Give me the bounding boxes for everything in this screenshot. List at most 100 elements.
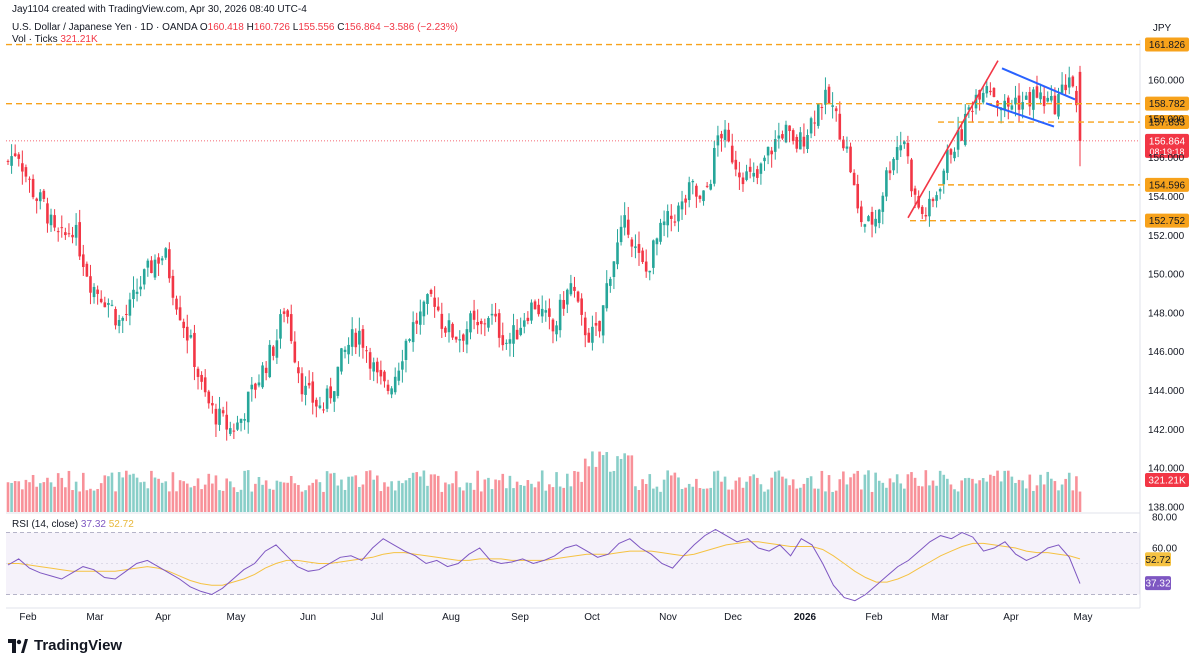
candle-body — [1071, 76, 1075, 87]
candle-body — [591, 326, 594, 343]
symbol-name[interactable]: U.S. Dollar / Japanese Yen · 1D · OANDA — [12, 22, 198, 33]
candle-body — [218, 408, 221, 425]
candle-body — [135, 291, 139, 294]
volume-label[interactable]: Vol · Ticks — [12, 34, 58, 45]
horizontal-levels: 161.826 158.782 157.833 154.596 152.752 156.8… — [6, 37, 1189, 487]
flag-upper-line — [1001, 67, 1076, 101]
candle-body — [856, 183, 860, 209]
volume-bar — [598, 451, 601, 512]
volume-bar — [788, 485, 791, 512]
volume-bar — [462, 490, 465, 512]
volume-bar — [67, 470, 71, 512]
candle-body — [153, 259, 157, 278]
volume-bar — [591, 451, 594, 512]
volume-bar — [454, 471, 458, 512]
candle-body — [992, 87, 996, 97]
volume-bar — [282, 482, 286, 512]
price-tick-label: 144.000 — [1148, 386, 1185, 397]
candle-body — [483, 323, 487, 325]
volume-bar — [508, 475, 512, 512]
candle-body — [662, 221, 666, 226]
candle-body — [609, 278, 612, 286]
tradingview-logo[interactable]: TradingView — [8, 637, 122, 654]
candle-body — [773, 139, 777, 152]
candle-body — [666, 211, 669, 226]
candle-body — [451, 323, 454, 338]
volume-bar — [157, 478, 160, 512]
volume-bar — [770, 477, 773, 512]
volume-bar — [218, 490, 221, 512]
candle-body — [1039, 92, 1042, 100]
rsi-tag-label: 37.32 — [1145, 579, 1170, 590]
candle-body — [472, 310, 476, 320]
tradingview-logo-icon — [8, 638, 28, 653]
candle-body — [1042, 96, 1046, 107]
volume-bar — [175, 491, 178, 512]
candle-body — [953, 151, 956, 159]
candle-body — [67, 233, 71, 235]
price-tick-label: 158.000 — [1148, 114, 1185, 125]
candle-body — [447, 320, 451, 333]
volume-bar — [1071, 490, 1075, 512]
candle-body — [630, 239, 634, 247]
volume-bar — [444, 482, 447, 512]
volume-bar — [612, 470, 616, 512]
volume-bar — [343, 489, 347, 512]
candle-body — [289, 314, 293, 342]
volume-bar — [673, 472, 677, 512]
volume-bar — [436, 475, 440, 512]
rsi-label[interactable]: RSI (14, close) — [12, 519, 79, 530]
volume-bar — [372, 479, 375, 512]
candle-body — [268, 344, 272, 378]
volume-bar — [942, 474, 946, 512]
candle-body — [781, 134, 784, 139]
candle-body — [931, 198, 935, 202]
candle-body — [293, 341, 297, 363]
candle-body — [1064, 84, 1067, 91]
candle-body — [465, 329, 469, 345]
candle-body — [763, 157, 766, 162]
candle-body — [583, 317, 587, 336]
volume-bar — [494, 479, 497, 512]
volume-bar — [479, 491, 483, 512]
volume-bar — [809, 476, 813, 512]
time-tick-label: May — [1074, 612, 1093, 623]
volume-bar — [483, 479, 487, 512]
candle-body — [1017, 95, 1021, 110]
candle-body — [160, 258, 164, 261]
candle-body — [254, 383, 257, 390]
candle-body — [616, 242, 619, 265]
symbol-line: U.S. Dollar / Japanese Yen · 1D · OANDA … — [12, 22, 458, 33]
candle-body — [207, 391, 211, 404]
volume-bar — [214, 475, 218, 512]
candle-body — [365, 350, 368, 352]
time-tick-label: May — [227, 612, 246, 623]
candle-body — [956, 130, 960, 150]
candle-body — [713, 147, 716, 184]
volume-bar — [856, 470, 860, 512]
trendline-red — [907, 60, 999, 219]
candle-body — [458, 339, 462, 341]
volume-bar — [419, 476, 422, 512]
candle-body — [246, 391, 250, 423]
volume-bar — [702, 488, 705, 512]
volume-bar — [1021, 480, 1024, 512]
candle-body — [257, 382, 261, 386]
candle-body — [243, 419, 246, 421]
candle-body — [720, 133, 723, 139]
candle-body — [734, 159, 738, 170]
volume-line: Vol · Ticks 321.21K — [12, 34, 98, 45]
volume-bar — [551, 487, 555, 512]
volume-bar — [562, 487, 566, 512]
volume-bar — [415, 472, 419, 512]
change-value: −3.586 (−2.23%) — [383, 22, 458, 33]
open-value: 160.418 — [207, 22, 244, 33]
volume-bar — [196, 478, 200, 512]
volume-tag-label: 321.21K — [1148, 476, 1186, 487]
candle-body — [598, 320, 601, 332]
candle-body — [770, 150, 773, 155]
volume-bar — [1050, 478, 1053, 512]
candle-body — [626, 219, 630, 235]
candle-body — [28, 178, 31, 180]
